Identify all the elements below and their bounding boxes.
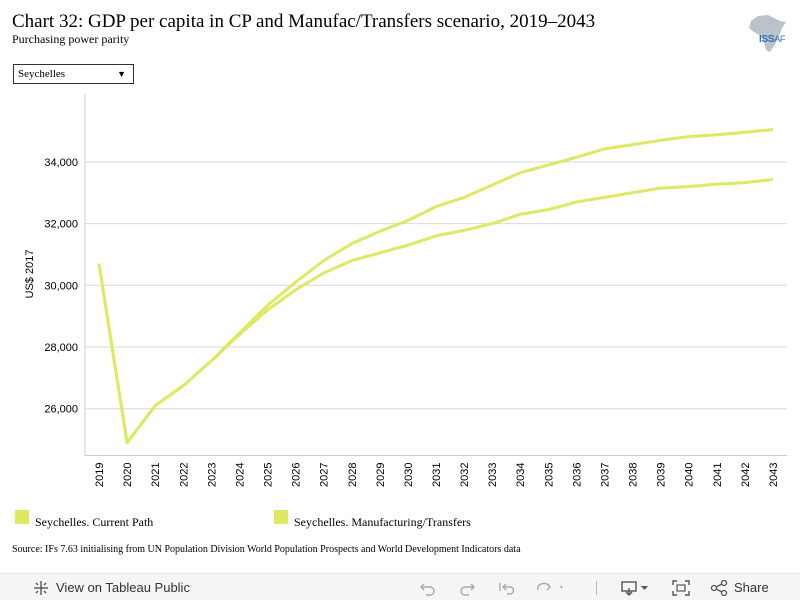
tableau-logo-icon	[34, 580, 48, 595]
legend-label: Seychelles. Current Path	[35, 515, 154, 529]
legend-label: Seychelles. Manufacturing/Transfers	[294, 515, 471, 529]
share-button[interactable]: Share	[710, 574, 769, 600]
share-label: Share	[734, 580, 769, 595]
x-tick-label: 2042	[740, 463, 752, 487]
y-tick-label: 32,000	[44, 219, 78, 231]
redo-icon	[460, 583, 475, 596]
country-dropdown[interactable]: Seychelles ▼	[13, 64, 134, 84]
x-tick-label: 2021	[150, 463, 162, 487]
x-tick-label: 2036	[571, 463, 583, 487]
x-tick-label: 2033	[487, 463, 499, 487]
series-line-current-path	[97, 178, 774, 445]
x-tick-label: 2043	[768, 463, 780, 487]
series-line-manufacturing-transfers	[97, 128, 774, 445]
country-dropdown-value: Seychelles	[18, 68, 66, 80]
x-tick-label: 2031	[431, 463, 443, 487]
redo-button[interactable]	[458, 574, 476, 600]
fullscreen-button[interactable]	[672, 574, 690, 600]
logo-text: ISS	[759, 34, 775, 45]
x-tick-label: 2030	[403, 463, 415, 487]
x-tick-label: 2024	[234, 463, 246, 487]
x-tick-label: 2023	[206, 463, 218, 487]
download-button[interactable]	[620, 574, 650, 600]
x-tick-label: 2025	[263, 463, 275, 487]
x-tick-label: 2020	[122, 463, 134, 487]
africa-map-logo-icon	[749, 15, 786, 52]
y-tick-label: 30,000	[44, 280, 78, 292]
x-tick-label: 2032	[459, 463, 471, 487]
x-tick-label: 2027	[319, 463, 331, 487]
view-on-tableau-link[interactable]: View on Tableau Public	[33, 574, 190, 600]
y-tick-label: 28,000	[44, 342, 78, 354]
download-icon	[621, 580, 648, 596]
x-tick-label: 2026	[291, 463, 303, 487]
x-tick-label: 2022	[178, 463, 190, 487]
revert-icon	[499, 582, 515, 595]
tableau-toolbar: View on Tableau Public Share	[0, 573, 800, 600]
x-tick-label: 2019	[94, 463, 106, 487]
x-tick-label: 2037	[599, 463, 611, 487]
x-tick-label: 2039	[656, 463, 668, 487]
logo-wordmark: ISSAF	[759, 34, 785, 45]
fullscreen-icon	[672, 579, 690, 596]
x-tick-label: 2028	[347, 463, 359, 487]
share-icon	[710, 579, 728, 596]
source-note: Source: IFs 7.63 initialising from UN Po…	[12, 544, 521, 555]
x-tick-label: 2041	[712, 463, 724, 487]
refresh-button[interactable]	[536, 574, 566, 600]
revert-button[interactable]	[498, 574, 516, 600]
toolbar-divider	[596, 581, 597, 595]
undo-icon	[420, 583, 435, 596]
logo-suffix: AF	[774, 34, 786, 44]
y-axis-label: US$ 2017	[24, 250, 36, 299]
chart-title: Chart 32: GDP per capita in CP and Manuf…	[12, 11, 596, 32]
x-tick-label: 2034	[515, 463, 527, 487]
x-tick-label: 2040	[684, 463, 696, 487]
chart-subtitle: Purchasing power parity	[12, 32, 130, 46]
x-tick-label: 2038	[628, 463, 640, 487]
legend-swatch	[15, 510, 29, 524]
view-on-tableau-label: View on Tableau Public	[56, 580, 190, 595]
x-tick-label: 2035	[543, 463, 555, 487]
chevron-down-icon: ▼	[117, 69, 126, 79]
legend-swatch	[274, 510, 288, 524]
x-tick-labels: 2019 2020 2021 2022 2023 2024 2025 2026 2027 2028…	[94, 463, 780, 487]
x-tick-label: 2029	[375, 463, 387, 487]
y-tick-label: 26,000	[44, 404, 78, 416]
undo-button[interactable]	[419, 574, 437, 600]
refresh-icon	[537, 582, 563, 590]
series-lines	[97, 128, 774, 445]
y-tick-labels: 26,000 28,000 30,000 32,000 34,000	[44, 157, 78, 416]
chart-gridlines	[85, 161, 787, 410]
y-tick-label: 34,000	[44, 157, 78, 169]
